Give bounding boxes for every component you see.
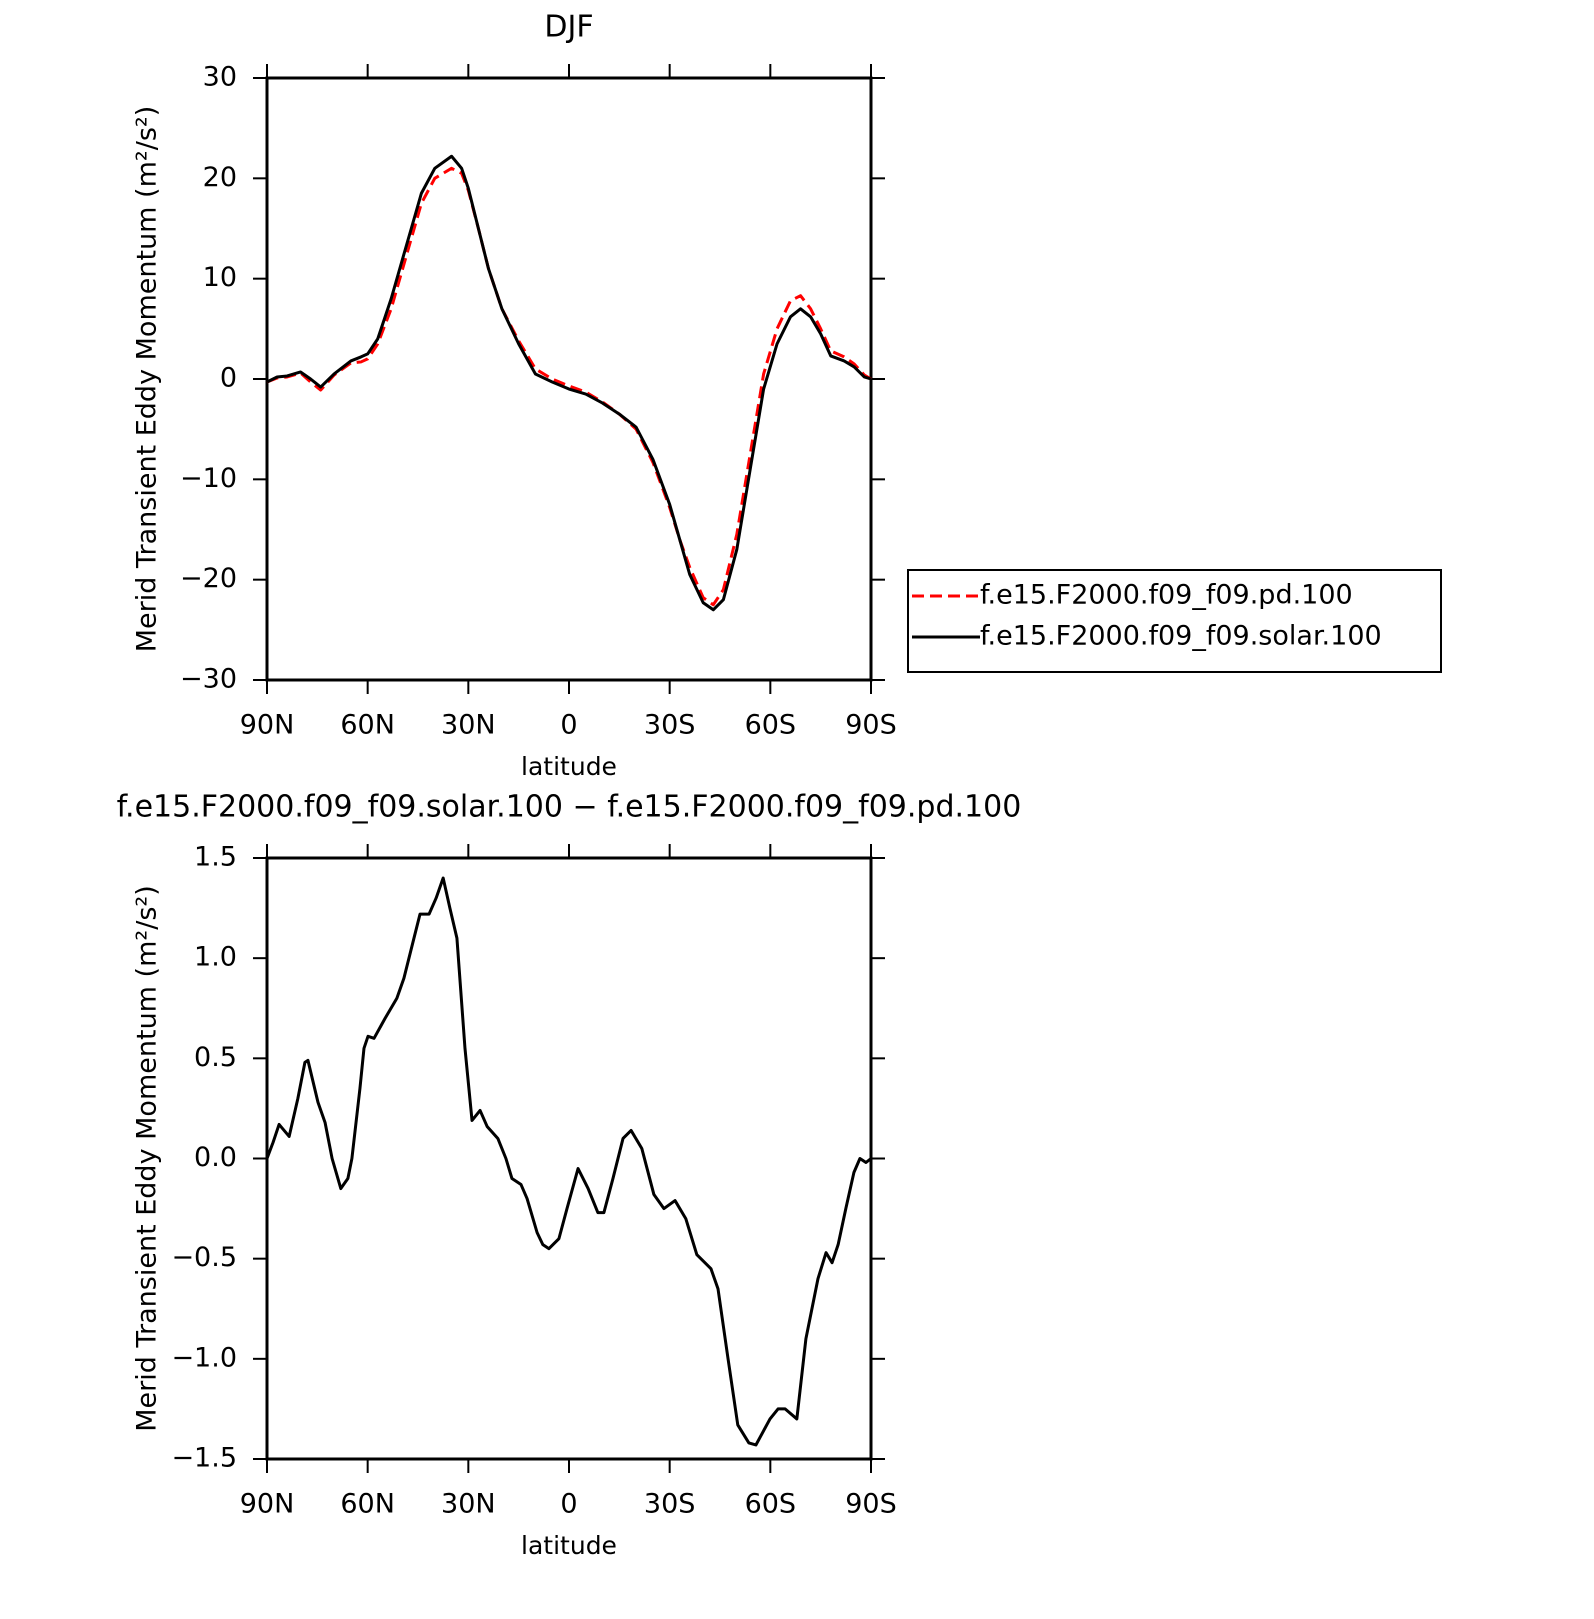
y-tick-label: −1.0 (171, 1342, 237, 1373)
data-line (266, 154, 872, 612)
y-tick-label: 0 (220, 363, 237, 394)
legend-box (907, 569, 1442, 673)
x-tick-label: 0 (560, 1489, 577, 1520)
x-tick-label: 30N (441, 710, 496, 741)
y-tick-label: −20 (180, 563, 237, 594)
x-tick-label: 60S (745, 1489, 797, 1520)
x-tick-label: 60S (745, 710, 797, 741)
x-tick-label: 60N (340, 710, 395, 741)
y-tick-label: 0.0 (194, 1142, 237, 1173)
y-axis-label: Merid Transient Eddy Momentum (m²/s²) (132, 106, 163, 652)
x-tick-label: 90S (845, 710, 897, 741)
plot-frame (265, 856, 873, 1461)
y-tick-label: 30 (203, 62, 237, 93)
chart-title: DJF (544, 10, 593, 45)
y-tick-label: −30 (180, 664, 237, 695)
y-tick-label: 20 (203, 162, 237, 193)
y-tick-label: 1.0 (194, 942, 237, 973)
x-tick-label: 30S (644, 710, 696, 741)
x-tick-label: 90S (845, 1489, 897, 1520)
y-tick-label: −1.5 (171, 1443, 237, 1474)
legend-label: f.e15.F2000.f09_f09.pd.100 (980, 580, 1353, 611)
y-tick-label: 10 (203, 262, 237, 293)
x-axis-label: latitude (521, 752, 617, 781)
y-tick-label: −0.5 (171, 1242, 237, 1273)
y-tick-label: 0.5 (194, 1042, 237, 1073)
x-tick-label: 0 (560, 710, 577, 741)
legend-label: f.e15.F2000.f09_f09.solar.100 (980, 621, 1382, 652)
x-tick-label: 90N (240, 1489, 295, 1520)
x-tick-label: 90N (240, 710, 295, 741)
y-tick-label: 1.5 (194, 842, 237, 873)
legend: f.e15.F2000.f09_f09.pd.100 f.e15.F2000.f0… (907, 569, 1442, 673)
data-line (265, 876, 872, 1447)
data-line (266, 166, 872, 607)
y-tick-label: −10 (180, 463, 237, 494)
plot-frame (265, 76, 873, 682)
chart-title: f.e15.F2000.f09_f09.solar.100 − f.e15.F2… (117, 790, 1022, 825)
x-tick-label: 60N (340, 1489, 395, 1520)
x-tick-label: 30N (441, 1489, 496, 1520)
x-axis-label: latitude (521, 1531, 617, 1560)
x-tick-label: 30S (644, 1489, 696, 1520)
y-axis-label: Merid Transient Eddy Momentum (m²/s²) (132, 885, 163, 1431)
